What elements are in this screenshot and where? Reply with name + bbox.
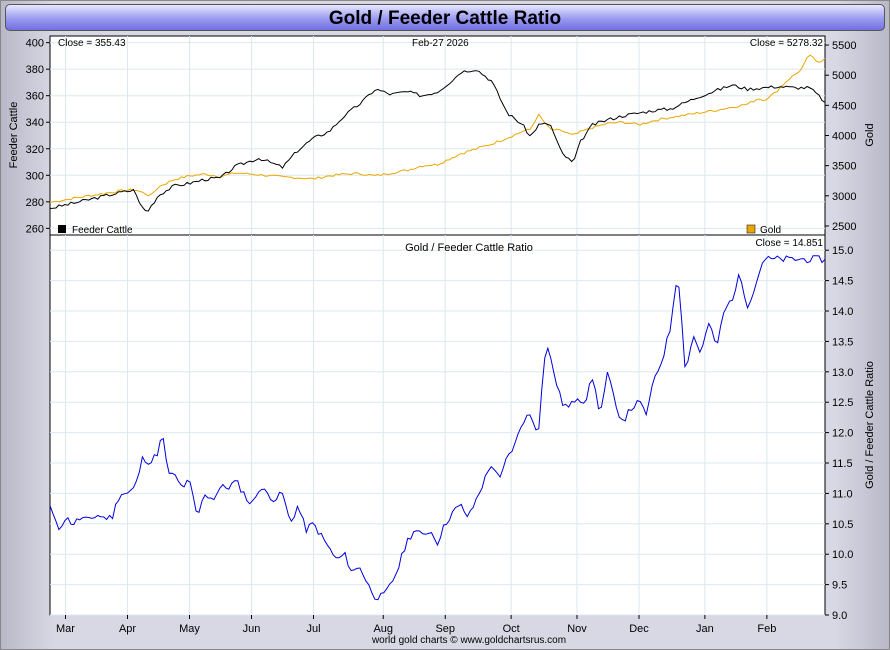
gold-tick-label: 4000 <box>832 131 856 143</box>
gold-axis-label: Gold <box>864 123 876 146</box>
gold-axis-ticks: 5500 5000 4500 4000 3500 3000 2500 <box>825 40 856 233</box>
gold-tick-label: 5000 <box>832 70 856 82</box>
x-tick-label: Jul <box>306 623 320 635</box>
feeder-tick-label: 280 <box>26 197 44 209</box>
top-panel-series <box>49 54 826 212</box>
feeder-tick-label: 360 <box>26 91 44 103</box>
page-title: Gold / Feeder Cattle Ratio <box>5 4 885 31</box>
ratio-tick-label: 10.5 <box>832 519 853 531</box>
ratio-tick-label: 13.0 <box>832 367 853 379</box>
ratio-tick-label: 11.0 <box>832 488 853 500</box>
gold-tick-label: 3500 <box>832 161 856 173</box>
gold-line <box>49 54 826 203</box>
ratio-tick-label: 10.0 <box>832 549 853 561</box>
x-tick-label: Nov <box>567 623 587 635</box>
ratio-tick-label: 12.0 <box>832 428 853 440</box>
footer-credit: world gold charts © www.goldchartsrus.co… <box>371 635 566 646</box>
gold-tick-label: 5500 <box>832 40 856 52</box>
feeder-tick-label: 300 <box>26 170 44 182</box>
feeder-tick-label: 260 <box>26 223 44 235</box>
x-tick-label: Mar <box>56 623 75 635</box>
feeder-tick-label: 320 <box>26 144 44 156</box>
ratio-tick-label: 14.0 <box>832 306 853 318</box>
feeder-legend-label: Feeder Cattle <box>72 225 133 236</box>
ratio-axis-ticks: 15.0 14.5 14.0 13.5 13.0 12.5 12.0 11.5 11.0 10.5… <box>825 245 853 622</box>
ratio-tick-label: 15.0 <box>832 245 853 257</box>
gold-close-label: Close = 5278.32 <box>750 38 824 49</box>
x-tick-label: Jan <box>696 623 714 635</box>
ratio-tick-label: 11.5 <box>832 458 853 470</box>
ratio-chart-title: Gold / Feeder Cattle Ratio <box>405 242 533 254</box>
ratio-line <box>49 255 826 601</box>
x-tick-label: Oct <box>503 623 520 635</box>
ratio-tick-label: 9.5 <box>832 580 847 592</box>
bottom-panel-grid <box>50 235 825 616</box>
ratio-tick-label: 9.0 <box>832 610 847 622</box>
feeder-cattle-line <box>49 70 826 212</box>
ratio-tick-label: 14.5 <box>832 276 853 288</box>
gold-tick-label: 4500 <box>832 100 856 112</box>
x-tick-label: Sep <box>435 623 455 635</box>
feeder-axis-label: Feeder Cattle <box>8 102 20 169</box>
feeder-cattle-axis-ticks: 400 380 360 340 320 300 280 260 <box>26 38 50 235</box>
bottom-panel-series <box>49 255 826 601</box>
feeder-tick-label: 400 <box>26 38 44 50</box>
x-tick-label: Dec <box>629 623 649 635</box>
x-tick-label: May <box>179 623 200 635</box>
gold-tick-label: 2500 <box>832 221 856 233</box>
ratio-axis-label: Gold / Feeder Cattle Ratio <box>864 361 876 489</box>
feeder-tick-label: 340 <box>26 117 44 129</box>
ratio-tick-label: 12.5 <box>832 397 853 409</box>
gold-legend-swatch <box>746 224 756 234</box>
x-tick-label: Apr <box>119 623 136 635</box>
top-panel-grid <box>50 36 825 235</box>
ratio-close-label: Close = 14.851 <box>755 238 823 249</box>
x-tick-label: Aug <box>373 623 393 635</box>
bottom-panel-background <box>49 234 826 616</box>
date-label: Feb-27 2026 <box>412 38 469 49</box>
x-tick-label: Feb <box>757 623 776 635</box>
gold-tick-label: 3000 <box>832 191 856 203</box>
feeder-legend-swatch <box>58 225 66 233</box>
feeder-close-label: Close = 355.43 <box>58 38 126 49</box>
x-axis-ticks: Mar Apr May Jun Jul Aug Sep Oct Nov Dec Jan Feb <box>56 615 776 635</box>
top-panel-background <box>49 35 826 236</box>
gold-legend-label: Gold <box>760 225 781 236</box>
feeder-tick-label: 380 <box>26 64 44 76</box>
x-tick-label: Jun <box>243 623 261 635</box>
ratio-tick-label: 13.5 <box>832 336 853 348</box>
